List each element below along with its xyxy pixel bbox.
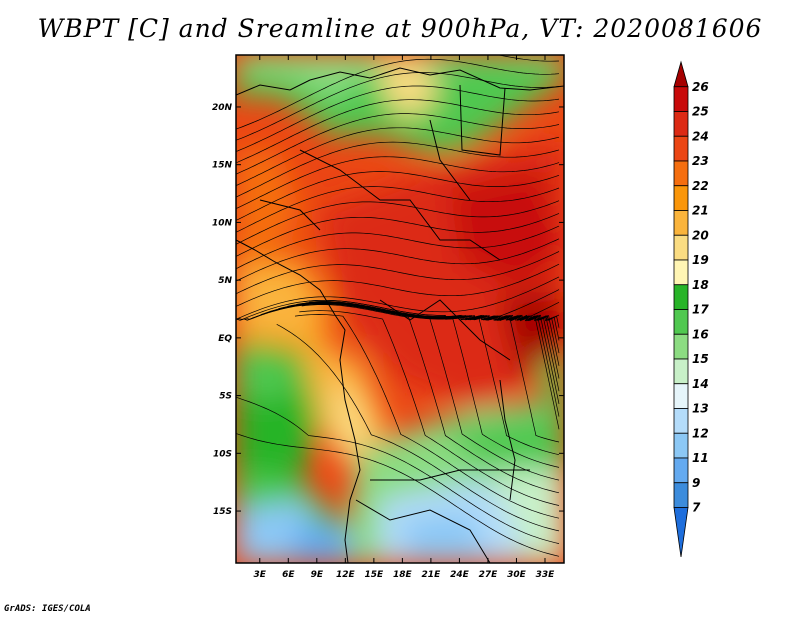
streamline <box>236 251 560 295</box>
streamline <box>309 301 560 443</box>
streamline <box>302 299 560 456</box>
colorbar-label: 9 <box>692 476 700 490</box>
lat-label: 5N <box>218 276 232 286</box>
chart-title: WBPT [C] and Sreamline at 900hPa, VT: 20… <box>37 14 763 43</box>
colorbar-bin <box>673 234 689 261</box>
colorbar-bin <box>673 358 689 385</box>
longitude-axis: 3E 6E 9E 12E 15E 18E 21E 24E 27E 30E 33E <box>254 55 556 580</box>
colorbar-bin <box>673 432 689 459</box>
lat-label: 20N <box>212 103 233 113</box>
colorbar-bin <box>673 482 689 508</box>
lon-label: 21E <box>422 570 442 580</box>
streamline <box>236 396 560 544</box>
lon-label: 9E <box>311 570 324 580</box>
colorbar-label: 14 <box>692 377 709 391</box>
wbpt-shading <box>236 55 564 563</box>
streamline <box>496 55 560 62</box>
streamline <box>236 238 560 282</box>
colorbar-bin <box>673 160 689 187</box>
streamline <box>236 263 560 307</box>
colorbar-bin <box>673 135 689 162</box>
lat-label: EQ <box>218 334 232 344</box>
lon-label: 24E <box>450 570 470 580</box>
colorbar-bin <box>673 457 689 484</box>
map-frame <box>235 54 565 564</box>
streamline <box>236 127 560 187</box>
lon-label: 15E <box>365 570 385 580</box>
lon-label: 27E <box>479 570 499 580</box>
colorbar-label: 11 <box>692 451 709 465</box>
colorbar-bottom-arrow <box>673 507 689 558</box>
colorbar-label: 16 <box>692 327 709 341</box>
streamline <box>236 85 560 152</box>
colorbar-bin <box>673 111 689 137</box>
streamline <box>294 314 560 519</box>
colorbar-top-arrow <box>673 60 689 88</box>
colorbar-bin <box>673 383 689 409</box>
lon-label: 6E <box>282 570 295 580</box>
colorbar-label: 20 <box>692 228 709 242</box>
colorbar-label: 23 <box>692 154 709 168</box>
streamline <box>236 99 560 164</box>
colorbar-bin <box>673 284 689 310</box>
lat-label: 10S <box>213 449 232 459</box>
colorbar-label: 21 <box>692 204 709 218</box>
colorbar-bin <box>673 309 689 335</box>
colorbar-bin <box>673 333 689 360</box>
colorbar-label: 18 <box>692 278 709 292</box>
streamline <box>236 433 560 557</box>
colorbar-label: 19 <box>692 253 709 267</box>
streamline <box>298 303 560 481</box>
colorbar-bin <box>673 259 689 286</box>
country-borders <box>236 67 564 563</box>
latitude-axis: 20N 15N 10N 5N EQ 5S 10S 15S <box>212 103 564 517</box>
streamline <box>236 72 560 141</box>
streamline <box>236 213 560 257</box>
colorbar-bin <box>673 210 689 236</box>
streamline <box>236 186 560 233</box>
colorbar-label: 12 <box>692 426 709 440</box>
colorbar-label: 26 <box>692 80 709 94</box>
lat-label: 15N <box>212 161 233 171</box>
colorbar-label: 13 <box>692 402 709 416</box>
streamline <box>236 276 560 320</box>
streamline <box>299 310 560 506</box>
colorbar-bin <box>673 408 689 434</box>
streamline <box>236 141 560 198</box>
lon-label: 3E <box>254 570 267 580</box>
colorbar-label: 24 <box>692 129 709 143</box>
streamline <box>301 304 560 494</box>
streamline <box>236 58 560 130</box>
streamline <box>236 200 560 245</box>
colorbar-bin <box>673 86 689 112</box>
lon-label: 18E <box>393 570 413 580</box>
credit-label: GrADS: IGES/COLA <box>4 604 91 614</box>
colorbar-label: 15 <box>692 352 709 366</box>
lat-label: 5S <box>219 392 232 402</box>
streamlines <box>236 55 560 557</box>
streamline <box>276 323 560 532</box>
colorbar-label: 17 <box>692 303 709 317</box>
colorbar-label: 22 <box>692 179 709 193</box>
streamline <box>236 225 560 270</box>
streamline <box>236 171 560 221</box>
streamline <box>236 156 560 210</box>
colorbar-bin <box>673 185 689 211</box>
colorbar-label: 7 <box>692 501 701 515</box>
colorbar: 26 25 24 23 22 21 20 19 18 17 16 15 14 13 12 11 9 7 <box>673 60 709 558</box>
lat-label: 15S <box>213 507 232 517</box>
lon-label: 30E <box>507 570 527 580</box>
lat-label: 10N <box>212 218 233 228</box>
lon-label: 12E <box>336 570 356 580</box>
colorbar-label: 25 <box>692 105 709 119</box>
lon-label: 33E <box>536 570 556 580</box>
